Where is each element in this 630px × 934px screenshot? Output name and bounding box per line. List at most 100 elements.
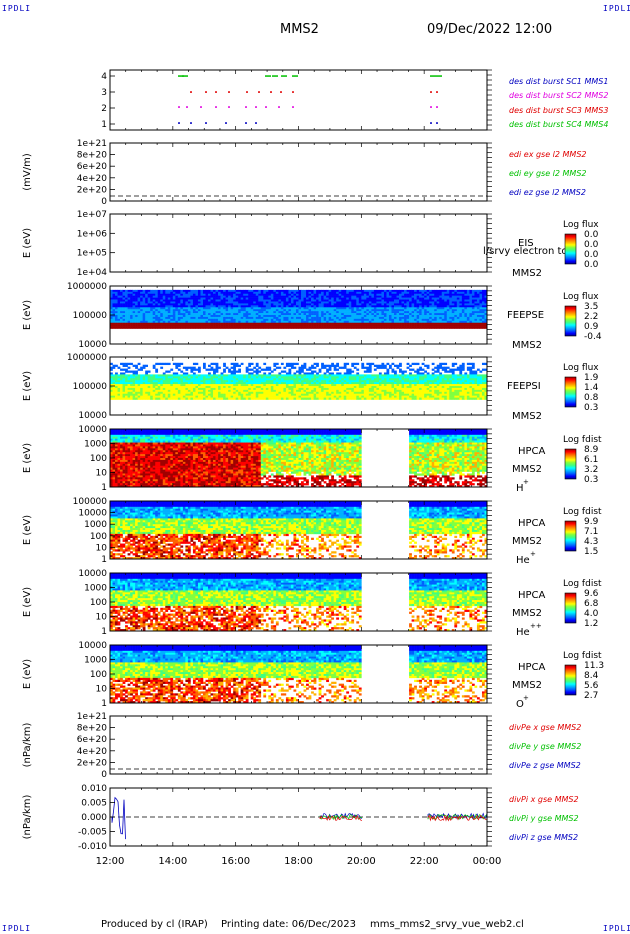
heatmap-cell: [180, 324, 184, 327]
heatmap-cell: [177, 322, 181, 325]
heatmap-cell: [381, 291, 385, 295]
heatmap-cell: [225, 289, 229, 293]
heatmap-cell: [343, 307, 347, 310]
heatmap-cell: [396, 297, 400, 300]
heatmap-cell: [260, 387, 264, 391]
heatmap-cell: [406, 311, 410, 314]
heatmap-cell: [160, 391, 164, 395]
heatmap-cell: [424, 295, 427, 298]
heatmap-cell: [280, 299, 284, 302]
heatmap-cell: [331, 391, 334, 395]
heatmap-cell: [202, 299, 206, 302]
heatmap-cell: [411, 311, 415, 314]
heatmap-cell: [202, 295, 206, 298]
heatmap-cell: [122, 391, 126, 395]
heatmap-cell: [243, 309, 247, 312]
heatmap-cell: [157, 301, 161, 304]
heatmap-cell: [230, 387, 234, 391]
heatmap-cell: [414, 313, 417, 316]
heatmap-cell: [361, 322, 365, 325]
heatmap-cell: [112, 382, 116, 385]
heatmap-cell: [285, 391, 289, 395]
heatmap-cell: [202, 324, 206, 327]
heatmap-cell: [197, 293, 201, 296]
heatmap-cell: [215, 311, 219, 314]
heatmap-cell: [230, 391, 234, 395]
heatmap-cell: [180, 378, 184, 381]
heatmap-cell: [255, 362, 259, 366]
heatmap-cell: [263, 387, 267, 391]
heatmap-cell: [157, 393, 161, 396]
heatmap-cell: [285, 326, 289, 329]
heatmap-cell: [170, 376, 174, 379]
heatmap-cell: [416, 324, 420, 327]
heatmap-cell: [466, 293, 470, 296]
heatmap-cell: [301, 387, 304, 391]
heatmap-cell: [225, 391, 229, 395]
heatmap-cell: [233, 289, 236, 293]
heatmap-cell: [190, 322, 194, 325]
heatmap-cell: [306, 297, 309, 300]
heatmap-cell: [250, 297, 254, 300]
heatmap-cell: [373, 315, 377, 318]
heatmap-cell: [263, 380, 267, 383]
heatmap-cell: [223, 374, 226, 377]
heatmap-cell: [426, 289, 430, 293]
heatmap-cell: [323, 289, 327, 293]
heatmap-cell: [120, 316, 123, 320]
heatmap-cell: [316, 311, 319, 314]
heatmap-cell: [331, 322, 334, 325]
heatmap-cell: [341, 386, 345, 389]
heatmap-cell: [122, 324, 126, 327]
heatmap-cell: [182, 289, 186, 293]
heatmap-cell: [285, 297, 289, 300]
heatmap-cell: [361, 376, 365, 379]
heatmap-cell: [419, 299, 422, 302]
heatmap-cell: [303, 318, 307, 322]
heatmap-cell: [361, 386, 365, 389]
heatmap-cell: [461, 318, 465, 322]
heatmap-cell: [363, 322, 367, 325]
heatmap-cell: [130, 393, 133, 396]
heatmap-cell: [333, 305, 337, 308]
heatmap-cell: [210, 311, 214, 314]
heatmap-cell: [135, 322, 138, 325]
heatmap-cell: [200, 299, 204, 302]
heatmap-cell: [230, 382, 234, 385]
heatmap-cell: [481, 318, 485, 322]
heatmap-cell: [258, 303, 262, 306]
heatmap-cell: [142, 313, 146, 316]
heatmap-cell: [195, 291, 199, 295]
heatmap-cell: [434, 309, 438, 312]
heatmap-cell: [358, 293, 362, 296]
heatmap-cell: [187, 391, 191, 395]
heatmap-cell: [348, 295, 352, 298]
heatmap-cell: [293, 293, 297, 296]
heatmap-cell: [160, 376, 164, 379]
heatmap-cell: [165, 384, 169, 387]
heatmap-cell: [190, 376, 194, 379]
heatmap-cell: [273, 315, 277, 318]
heatmap-cell: [187, 387, 191, 391]
heatmap-cell: [165, 391, 169, 395]
heatmap-cell: [373, 299, 377, 302]
heatmap-cell: [140, 374, 143, 377]
heatmap-cell: [326, 380, 329, 383]
heatmap-cell: [346, 374, 350, 377]
heatmap-cell: [436, 309, 440, 312]
heatmap-cell: [293, 382, 297, 385]
heatmap-cell: [268, 393, 272, 396]
heatmap-cell: [110, 311, 113, 314]
heatmap-cell: [177, 315, 181, 318]
heatmap-cell: [245, 384, 249, 387]
heatmap-cell: [253, 370, 257, 373]
heatmap-cell: [180, 387, 184, 391]
heatmap-cell: [157, 326, 161, 329]
heatmap-cell: [316, 320, 319, 324]
heatmap-cell: [285, 303, 289, 306]
heatmap-cell: [157, 309, 161, 312]
heatmap-cell: [218, 380, 221, 383]
heatmap-cell: [180, 289, 184, 293]
heatmap-cell: [353, 391, 357, 395]
heatmap-cell: [391, 320, 395, 324]
